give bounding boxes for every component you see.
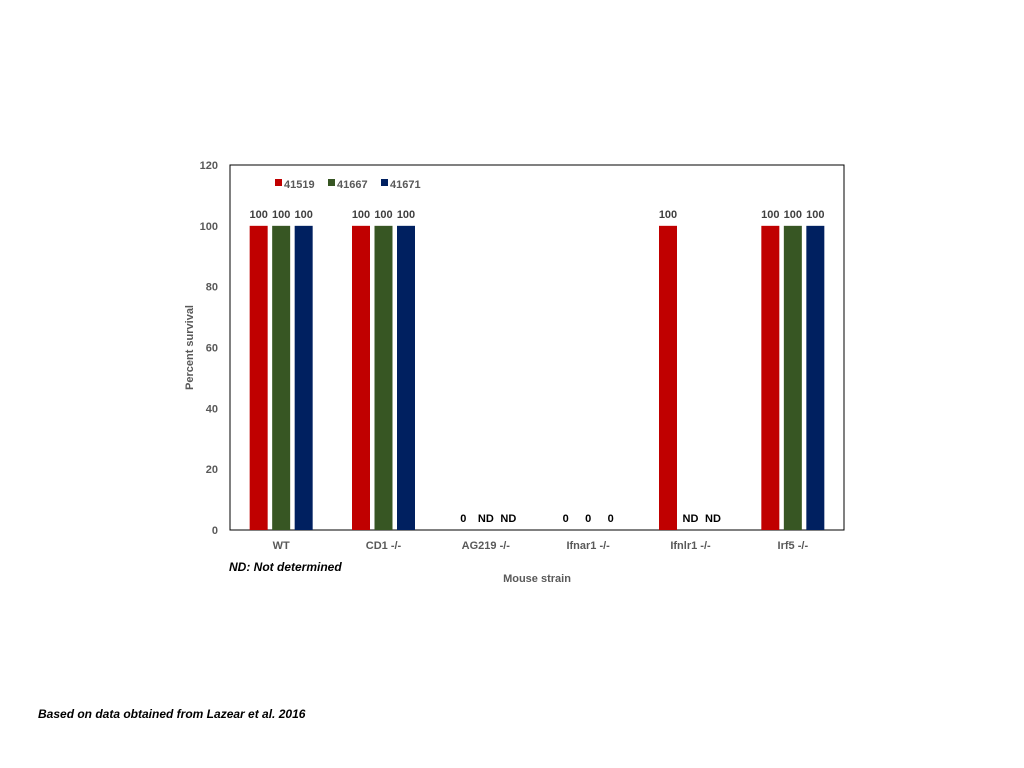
bar (352, 225, 370, 531)
legend-swatch (275, 179, 282, 186)
bar (397, 225, 415, 531)
data-label: 0 (460, 513, 466, 525)
legend-label: 41519 (284, 179, 315, 191)
plot-frame (229, 164, 845, 531)
data-label: 100 (249, 209, 267, 221)
data-label: ND (478, 513, 494, 525)
y-tick-label: 80 (206, 282, 218, 294)
data-label: 100 (272, 209, 290, 221)
y-tick-label: 60 (206, 343, 218, 355)
y-tick-label: 120 (200, 160, 218, 172)
x-tick-label: AG219 -/- (462, 540, 511, 552)
data-label: 100 (397, 209, 415, 221)
y-tick-label: 20 (206, 464, 218, 476)
x-axis-title: Mouse strain (503, 573, 571, 585)
legend-label: 41667 (337, 179, 368, 191)
bar (659, 225, 677, 531)
x-tick-label: Ifnlr1 -/- (670, 540, 711, 552)
data-label: 0 (608, 513, 614, 525)
bar (249, 225, 268, 531)
x-tick-label: CD1 -/- (366, 540, 402, 552)
data-label: 100 (352, 209, 370, 221)
bar (272, 225, 291, 531)
data-label: ND (500, 513, 516, 525)
data-label: 100 (374, 209, 392, 221)
y-axis-title: Percent survival (184, 305, 196, 390)
data-label: 100 (761, 209, 779, 221)
bar (374, 225, 393, 531)
y-tick-label: 0 (212, 525, 218, 537)
data-label: ND (683, 513, 699, 525)
bar (806, 225, 825, 531)
y-tick-label: 40 (206, 403, 218, 415)
data-label: 0 (563, 513, 569, 525)
data-label: 0 (585, 513, 591, 525)
data-label: 100 (784, 209, 802, 221)
bar (294, 225, 313, 531)
data-label: 100 (806, 209, 824, 221)
x-tick-label: Ifnar1 -/- (566, 540, 610, 552)
legend-swatch (381, 179, 388, 186)
data-label: 100 (294, 209, 312, 221)
bar (761, 225, 780, 531)
data-label: ND (705, 513, 721, 525)
nd-footnote: ND: Not determined (229, 560, 342, 574)
x-tick-label: WT (273, 540, 290, 552)
bar (783, 225, 802, 531)
legend-label: 41671 (390, 179, 421, 191)
source-footnote: Based on data obtained from Lazear et al… (38, 707, 306, 721)
y-tick-label: 100 (200, 221, 218, 233)
data-label: 100 (659, 209, 677, 221)
x-tick-label: Irf5 -/- (778, 540, 809, 552)
legend-swatch (328, 179, 335, 186)
